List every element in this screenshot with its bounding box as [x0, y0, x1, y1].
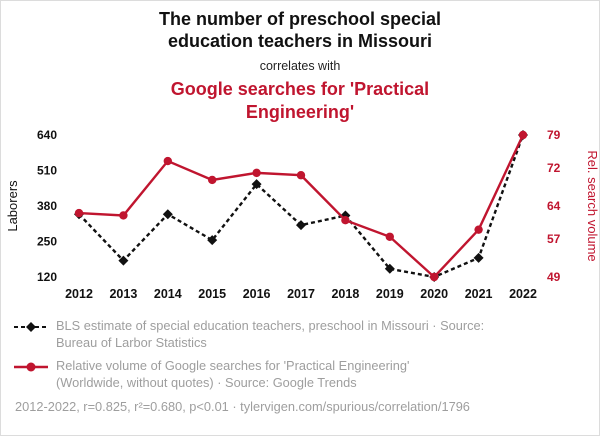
red-series-point [296, 171, 306, 180]
legend-black-line2: Bureau of Larbor Statistics [56, 334, 207, 350]
chart-header: The number of preschool special educatio… [1, 1, 599, 123]
legend-text-black-series: BLS estimate of special education teache… [56, 318, 484, 351]
x-axis-tick: 2017 [287, 287, 315, 301]
right-axis-tick: 79 [547, 128, 561, 142]
red-line-circle-icon [13, 358, 49, 391]
x-axis-tick: 2021 [465, 287, 493, 301]
x-axis-tick: 2018 [331, 287, 359, 301]
right-axis-label: Rel. search volume [585, 151, 600, 262]
chart-area: Laborers Rel. search volume 120 250 380 510… [1, 125, 600, 310]
red-series-line [78, 134, 525, 279]
red-series-point [208, 175, 217, 185]
x-axis-tick: 2013 [109, 287, 137, 301]
right-axis-tick: 57 [547, 232, 561, 246]
left-axis-tick: 250 [37, 235, 57, 249]
left-axis-tick: 640 [37, 128, 57, 142]
left-axis-tick: 510 [37, 164, 57, 178]
legend-row-black-series: BLS estimate of special education teache… [13, 318, 587, 351]
legend-red-line2: (Worldwide, without quotes) · Source: Go… [56, 375, 357, 391]
red-series-point [252, 168, 261, 178]
red-series-point [341, 216, 350, 225]
black-series-line [78, 134, 525, 279]
legend-red-line1: Relative volume of Google searches for '… [56, 358, 410, 374]
chart-title: The number of preschool special educatio… [158, 9, 442, 51]
chart-legend: BLS estimate of special education teache… [1, 318, 599, 392]
black-series-point [162, 209, 173, 220]
black-series-point [207, 235, 218, 246]
black-series-point [251, 179, 262, 190]
right-axis-tick: 72 [547, 161, 561, 175]
left-axis-tick: 120 [37, 270, 57, 284]
black-series-point [118, 255, 129, 266]
red-series-point [474, 225, 483, 235]
legend-text-red-series: Relative volume of Google searches for '… [56, 358, 409, 391]
right-axis-tick: 49 [547, 270, 561, 284]
red-series-point [385, 232, 394, 242]
x-axis-tick: 2019 [376, 287, 404, 301]
red-series-point [119, 211, 128, 220]
x-axis-tick: 2014 [154, 287, 182, 301]
left-axis-tick: 380 [37, 199, 57, 213]
stats-line: 2012-2022, r=0.825, r²=0.680, p<0.01 · t… [15, 398, 470, 414]
x-axis-tick: 2022 [509, 287, 537, 301]
red-series-point [430, 272, 439, 282]
black-series-point [384, 263, 395, 274]
black-series-point [296, 220, 306, 231]
x-axis-tick: 2020 [420, 287, 448, 301]
legend-black-line1: BLS estimate of special education teache… [56, 318, 485, 334]
black-dashed-diamond-icon [13, 318, 49, 351]
chart-subtitle-red: Google searches for 'Practical Engineeri… [170, 79, 430, 122]
red-series-point [163, 157, 172, 166]
right-axis-tick: 64 [547, 199, 561, 213]
legend-row-red-series: Relative volume of Google searches for '… [13, 358, 587, 391]
left-axis-label: Laborers [5, 180, 20, 232]
x-axis-tick: 2012 [65, 287, 93, 301]
x-axis-tick: 2015 [198, 287, 226, 301]
x-axis-tick: 2016 [243, 287, 271, 301]
correlation-chart: Laborers Rel. search volume 120 250 380 510… [5, 128, 600, 301]
correlates-with-text: correlates with [259, 59, 341, 74]
red-series-point [518, 130, 528, 140]
black-series-point [473, 253, 484, 264]
red-series-point [74, 209, 84, 218]
